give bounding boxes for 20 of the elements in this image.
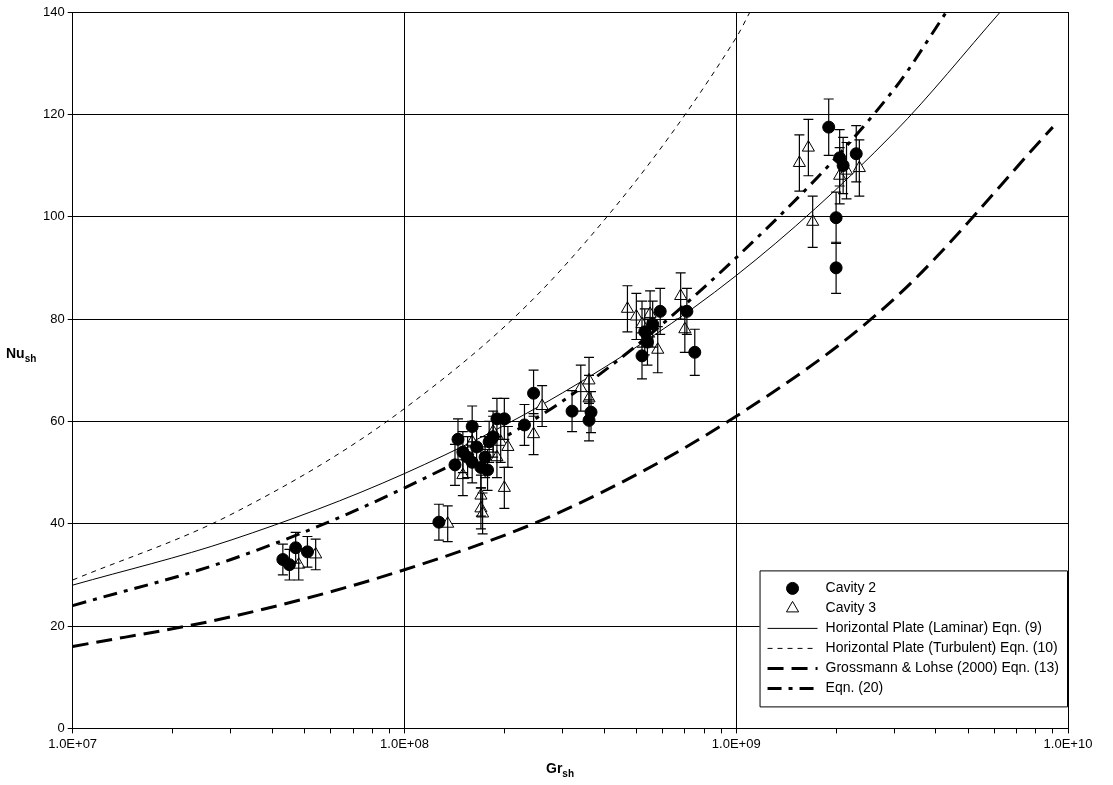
- y-tick-label: 20: [50, 617, 65, 633]
- x-tick-label: 1.0E+10: [1043, 735, 1093, 751]
- x-tick-label: 1.0E+08: [380, 735, 429, 751]
- x-axis-title: Gr$_{sh}$: [545, 760, 575, 779]
- x-tick-label: 1.0E+09: [711, 735, 761, 751]
- y-tick-label: 120: [42, 105, 65, 121]
- legend-label: Horizontal Plate (Laminar) Eqn. (9): [825, 619, 1042, 636]
- legend-label: Horizontal Plate (Turbulent) Eqn. (10): [825, 639, 1058, 656]
- y-tick-label: 140: [42, 3, 65, 19]
- legend-label: Cavity 2: [825, 579, 877, 596]
- y-tick-label: 60: [50, 412, 65, 428]
- y-tick-label: 80: [50, 310, 65, 326]
- y-axis-title: Nu$_{sh}$: [6, 345, 37, 364]
- y-tick-label: 40: [50, 515, 65, 531]
- y-tick-label: 0: [57, 719, 65, 735]
- legend-label: Cavity 3: [825, 599, 877, 616]
- legend-label: Eqn. (20): [825, 679, 884, 696]
- x-tick-label: 1.0E+07: [48, 735, 98, 751]
- legend-label: Grossmann & Lohse (2000) Eqn. (13): [825, 659, 1060, 676]
- y-tick-label: 100: [42, 208, 65, 224]
